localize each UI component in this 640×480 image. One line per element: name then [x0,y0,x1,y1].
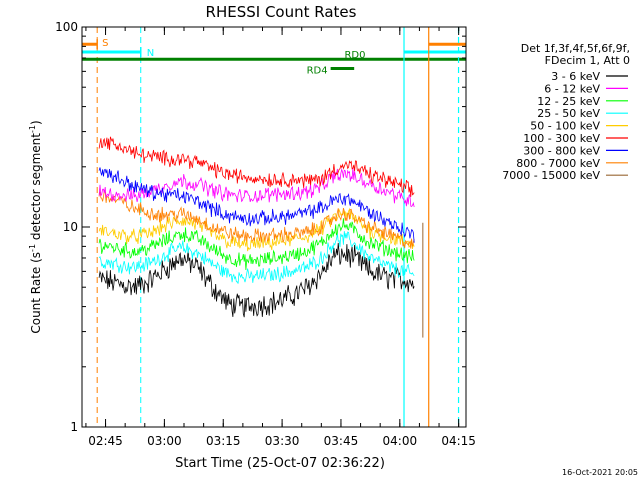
series-line-25-50kev [98,231,415,284]
x-axis-label: Start Time (25-Oct-07 02:36:22) [175,456,385,471]
legend-label: 7000 - 15000 keV [502,169,600,182]
y-axis-label-sup2: -1 [28,125,37,133]
annotation-rd0-label: RD0 [344,50,365,61]
series-line-300-800kev [98,167,415,243]
y-axis-label-post: ) [29,120,43,125]
x-tick-label: 04:00 [383,434,418,448]
y-axis-label-sup: -1 [28,244,37,252]
legend-label: 6 - 12 keV [544,82,600,95]
x-tick-label: 03:30 [265,434,300,448]
series-line-50-100kev [98,207,415,252]
x-tick-label: 02:45 [88,434,123,448]
y-axis-label-pre: Count Rate (s [29,252,43,334]
y-tick-label: 10 [63,220,78,234]
annotation-s-label: S [102,38,108,49]
y-axis-label: Count Rate (s-1 detector segment-1) [28,120,43,333]
series-line-12-25kev [98,218,415,271]
y-tick-label: 1 [70,420,78,434]
legend-header-line: Det 1f,3f,4f,5f,6f,9f, [521,42,630,55]
annotation-n-label: N [147,48,154,59]
legend-label: 50 - 100 keV [530,120,600,133]
y-tick-label: 100 [55,20,78,34]
legend: Det 1f,3f,4f,5f,6f,9f,FDecim 1, Att 0 3 -… [502,42,630,182]
x-tick-label: 03:45 [324,434,359,448]
series-line-800-7000kev [98,189,415,249]
legend-label: 3 - 6 keV [551,70,600,83]
x-tick-label: 03:00 [147,434,182,448]
y-axis-label-mid: detector segment [29,133,43,244]
legend-label: 800 - 7000 keV [516,157,600,170]
plot-frame [81,26,467,428]
series-layer [98,136,415,318]
legend-label: 100 - 300 keV [523,132,600,145]
series-line-6-12kev [98,167,415,208]
series-line-100-300kev [98,136,415,197]
annotation-rd4-label: RD4 [307,66,328,77]
chart-title: RHESSI Count Rates [206,3,357,21]
x-tick-label: 03:15 [206,434,241,448]
legend-label: 300 - 800 keV [523,144,600,157]
footer-date: 16-Oct-2021 20:05 [562,468,638,477]
annotation-layer: S N RD0 RD4 [82,27,466,427]
x-tick-label: 04:15 [441,434,476,448]
legend-label: 12 - 25 keV [537,95,600,108]
legend-label: 25 - 50 keV [537,107,600,120]
legend-header-line: FDecim 1, Att 0 [545,54,630,67]
series-line-3-6kev [98,242,415,318]
axis-ticks: 1 10 100 02:45 03:00 03:15 03:30 03:45 04:00 04:1… [55,20,476,448]
